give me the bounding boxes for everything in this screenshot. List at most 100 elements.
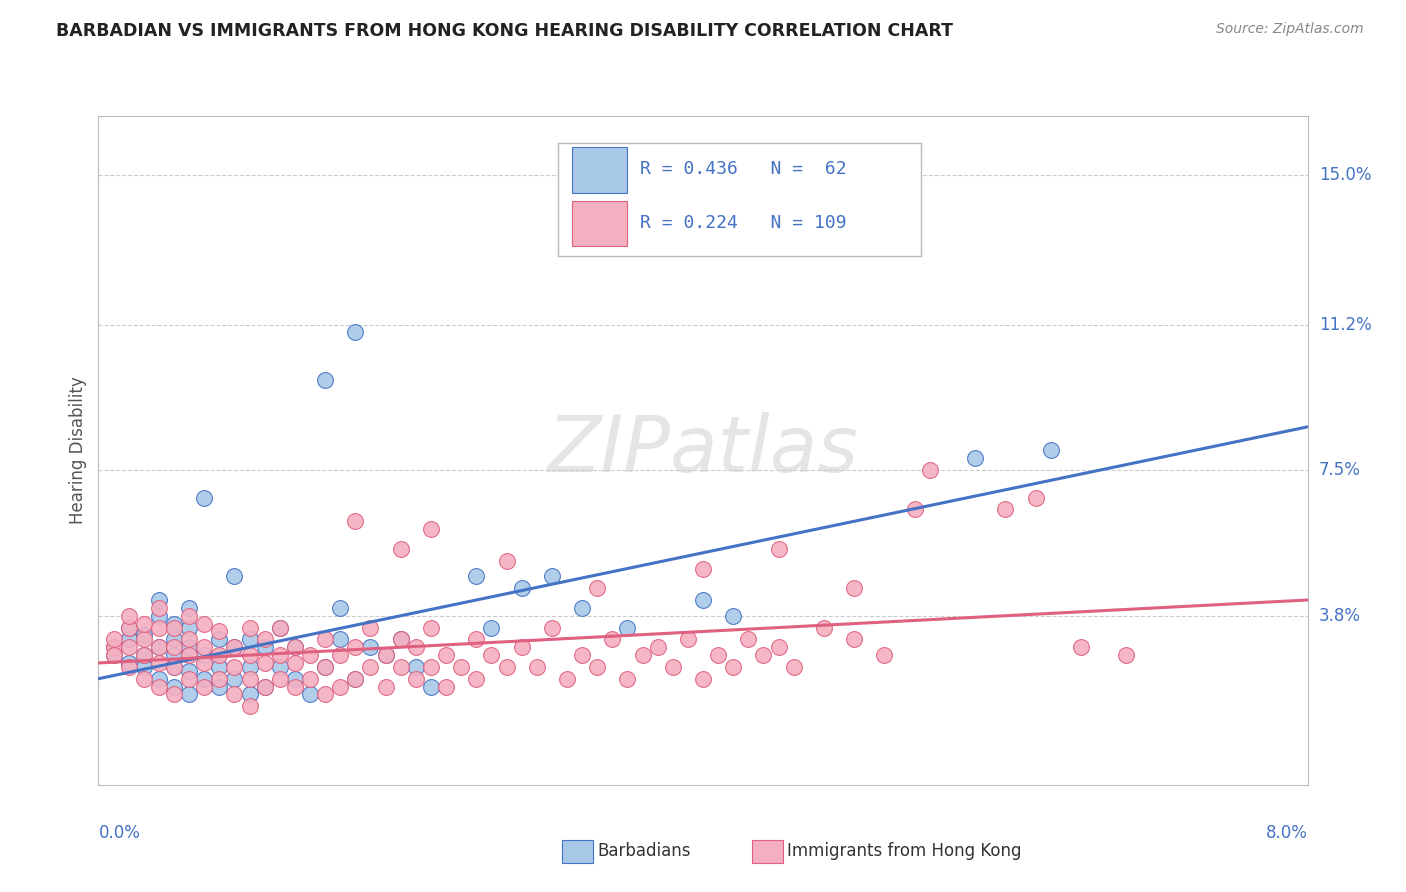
Point <box>314 660 336 674</box>
Point <box>526 660 548 674</box>
Point <box>314 660 336 674</box>
Point <box>540 569 562 583</box>
Point <box>239 660 262 674</box>
Point <box>873 648 896 662</box>
Point <box>299 672 322 686</box>
Point <box>103 648 125 662</box>
Point <box>616 672 638 686</box>
Bar <box>572 147 627 193</box>
Point <box>208 660 231 674</box>
Point <box>132 632 155 647</box>
Point <box>224 640 246 655</box>
Point <box>132 628 155 642</box>
Point <box>495 554 517 568</box>
Point <box>1115 648 1137 662</box>
Point <box>224 640 246 655</box>
Text: 7.5%: 7.5% <box>1319 461 1361 479</box>
Point <box>813 621 835 635</box>
Point <box>179 688 201 702</box>
Point <box>239 621 262 635</box>
Point <box>374 648 396 662</box>
Point <box>434 648 457 662</box>
Point <box>918 463 941 477</box>
FancyBboxPatch shape <box>558 143 921 257</box>
Point <box>344 672 367 686</box>
Point <box>479 648 503 662</box>
Point <box>768 640 790 655</box>
Point <box>253 680 276 694</box>
Point <box>269 648 291 662</box>
Point <box>419 660 441 674</box>
Point <box>389 541 412 556</box>
Point <box>510 581 533 595</box>
Point <box>253 680 276 694</box>
Point <box>148 640 170 655</box>
Point <box>465 632 488 647</box>
Point <box>269 621 291 635</box>
Point <box>103 640 125 655</box>
Point <box>193 672 215 686</box>
Point <box>224 672 246 686</box>
Point <box>419 680 441 694</box>
Point <box>224 688 246 702</box>
Point <box>903 502 925 516</box>
Point <box>329 680 352 694</box>
Point <box>299 688 322 702</box>
Point <box>768 541 790 556</box>
Point <box>163 660 186 674</box>
Point <box>419 621 441 635</box>
Point <box>132 616 155 631</box>
Point <box>692 672 714 686</box>
Point <box>389 632 412 647</box>
Point <box>148 680 170 694</box>
Point <box>1070 640 1092 655</box>
Point <box>179 640 201 655</box>
Point <box>179 600 201 615</box>
Point <box>239 688 262 702</box>
Point <box>555 672 578 686</box>
Point <box>269 672 291 686</box>
Point <box>208 648 231 662</box>
Point <box>284 640 307 655</box>
Point <box>148 656 170 670</box>
Point <box>676 632 699 647</box>
Point <box>314 373 336 387</box>
Point <box>118 656 141 670</box>
Point <box>965 451 987 466</box>
Text: Immigrants from Hong Kong: Immigrants from Hong Kong <box>787 842 1022 860</box>
Point <box>389 632 412 647</box>
Point <box>359 621 381 635</box>
Point <box>163 648 186 662</box>
Point <box>284 680 307 694</box>
Point <box>419 522 441 536</box>
Point <box>163 660 186 674</box>
Point <box>586 581 609 595</box>
Point <box>132 672 155 686</box>
Point <box>179 664 201 678</box>
Point <box>359 640 381 655</box>
Point <box>163 621 186 635</box>
Text: 11.2%: 11.2% <box>1319 316 1371 334</box>
Point <box>118 608 141 623</box>
Point <box>148 608 170 623</box>
Point <box>450 660 472 674</box>
Point <box>163 640 186 655</box>
Point <box>132 648 155 662</box>
Point <box>208 680 231 694</box>
Text: BARBADIAN VS IMMIGRANTS FROM HONG KONG HEARING DISABILITY CORRELATION CHART: BARBADIAN VS IMMIGRANTS FROM HONG KONG H… <box>56 22 953 40</box>
Point <box>193 680 215 694</box>
Point <box>329 648 352 662</box>
Point <box>239 648 262 662</box>
Point <box>179 608 201 623</box>
Point <box>405 640 427 655</box>
Point <box>359 660 381 674</box>
Point <box>661 660 683 674</box>
Point <box>329 600 352 615</box>
Point <box>647 640 669 655</box>
Point <box>224 660 246 674</box>
Point <box>465 672 488 686</box>
Point <box>299 648 322 662</box>
Point <box>405 672 427 686</box>
Point <box>208 672 231 686</box>
Point <box>495 660 517 674</box>
